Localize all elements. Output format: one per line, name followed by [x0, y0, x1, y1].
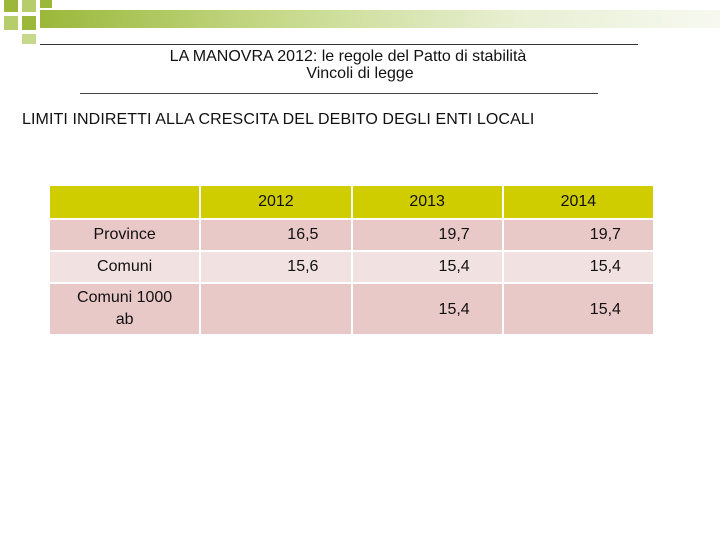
top-divider [40, 44, 638, 45]
header-cell-2012: 2012 [201, 186, 351, 218]
section-heading: LIMITI INDIRETTI ALLA CRESCITA DEL DEBIT… [22, 111, 535, 128]
decor-square [4, 0, 18, 12]
decor-square [40, 0, 52, 8]
header-cell-empty [50, 186, 200, 218]
row-label-line-1: Comuni 1000 [77, 289, 173, 306]
decor-square [22, 16, 36, 30]
title-line-2: Vincoli di legge [306, 65, 414, 82]
header-gradient-bar [40, 10, 720, 28]
table-row: Comuni 1000 ab 15,4 15,4 [50, 284, 653, 334]
slide-title: LA MANOVRA 2012: le regole del Patto di … [0, 48, 720, 82]
decor-square [4, 16, 18, 30]
cell-value: 15,4 [503, 252, 653, 282]
cell-value: 15,4 [503, 284, 653, 334]
cell-value: 15,4 [352, 252, 502, 282]
cell-value: 15,4 [352, 284, 502, 334]
cell-value: 19,7 [503, 220, 653, 250]
debt-limits-table: 2012 2013 2014 Province 16,5 19,7 19,7 C… [48, 184, 655, 336]
title-line-1: LA MANOVRA 2012: le regole del Patto di … [169, 48, 527, 65]
row-label-province: Province [50, 220, 200, 250]
decor-square [22, 0, 36, 12]
row-label-line-2: ab [115, 311, 134, 328]
table-row: Province 16,5 19,7 19,7 [50, 220, 653, 250]
decor-square [22, 34, 36, 44]
row-label-comuni: Comuni [50, 252, 200, 282]
table-header-row: 2012 2013 2014 [50, 186, 653, 218]
cell-value: 15,6 [201, 252, 351, 282]
row-label-comuni-1000: Comuni 1000 ab [50, 284, 200, 334]
title-underline [80, 93, 598, 94]
table-row: Comuni 15,6 15,4 15,4 [50, 252, 653, 282]
cell-value [201, 284, 351, 334]
header-cell-2013: 2013 [352, 186, 502, 218]
cell-value: 19,7 [352, 220, 502, 250]
header-cell-2014: 2014 [503, 186, 653, 218]
cell-value: 16,5 [201, 220, 351, 250]
